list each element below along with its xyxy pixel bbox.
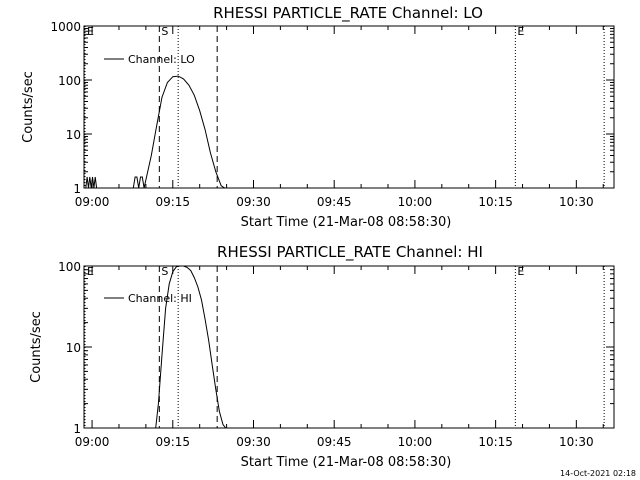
y-axis-label: Counts/sec — [21, 71, 36, 143]
x-tick-label: 09:45 — [317, 435, 352, 449]
x-axis-label: Start Time (21-Mar-08 08:58:30) — [241, 455, 452, 470]
series-group — [85, 75, 226, 189]
x-tick-label: 10:30 — [559, 435, 594, 449]
x-tick-label: 09:15 — [155, 195, 190, 209]
x-ticks: 09:00 09:15 09:30 09:45 10:00 10:15 10:30 — [75, 266, 604, 449]
series-line-0 — [85, 75, 226, 189]
timestamp-footer: 14-Oct-2021 02:18 — [560, 469, 636, 478]
x-tick-label: 10:00 — [398, 195, 433, 209]
event-marker-label: S — [161, 265, 168, 278]
x-tick-label: 09:15 — [155, 435, 190, 449]
y-tick-label: 1 — [73, 422, 81, 436]
legend-label: Channel: LO — [128, 53, 195, 66]
x-tick-label: 10:30 — [559, 195, 594, 209]
x-axis-label: Start Time (21-Mar-08 08:58:30) — [241, 215, 452, 230]
x-tick-label: 09:45 — [317, 195, 352, 209]
y-axis-label: Counts/sec — [29, 311, 44, 383]
panel-hi: RHESSI PARTICLE_RATE Channel: HI Counts/… — [29, 243, 615, 470]
x-tick-label: 10:15 — [478, 195, 513, 209]
event-marker-label: E — [517, 25, 524, 38]
event-marker-label: E — [87, 25, 94, 38]
legend-label: Channel: HI — [128, 292, 192, 305]
x-tick-label: 10:00 — [398, 435, 433, 449]
series-line-0 — [155, 265, 227, 429]
y-tick-label: 100 — [58, 74, 81, 88]
panel-title: RHESSI PARTICLE_RATE Channel: HI — [217, 243, 483, 262]
x-tick-label: 10:15 — [478, 435, 513, 449]
x-tick-label: 09:00 — [75, 195, 110, 209]
event-marker-label: E — [87, 265, 94, 278]
x-tick-label: 09:00 — [75, 435, 110, 449]
event-marker-label: S — [161, 25, 168, 38]
panel-lo: RHESSI PARTICLE_RATE Channel: LO Counts/… — [21, 4, 615, 230]
y-ticks: 1 10 100 — [58, 260, 614, 436]
series-group — [155, 265, 227, 429]
y-tick-label: 1000 — [50, 20, 81, 34]
panel-title: RHESSI PARTICLE_RATE Channel: LO — [213, 4, 483, 23]
plot-frame — [83, 25, 615, 189]
legend: Channel: HI — [104, 292, 192, 305]
y-tick-label: 10 — [66, 341, 81, 355]
y-tick-label: 10 — [66, 128, 81, 142]
x-tick-label: 09:30 — [236, 435, 271, 449]
legend: Channel: LO — [104, 53, 195, 66]
y-ticks: 1 10 100 1000 — [50, 20, 614, 196]
y-tick-label: 100 — [58, 260, 81, 274]
y-tick-label: 1 — [73, 182, 81, 196]
x-ticks: 09:00 09:15 09:30 09:45 10:00 10:15 10:30 — [75, 26, 604, 209]
x-tick-label: 09:30 — [236, 195, 271, 209]
event-marker-label: E — [517, 265, 524, 278]
plot-frame — [83, 265, 615, 429]
